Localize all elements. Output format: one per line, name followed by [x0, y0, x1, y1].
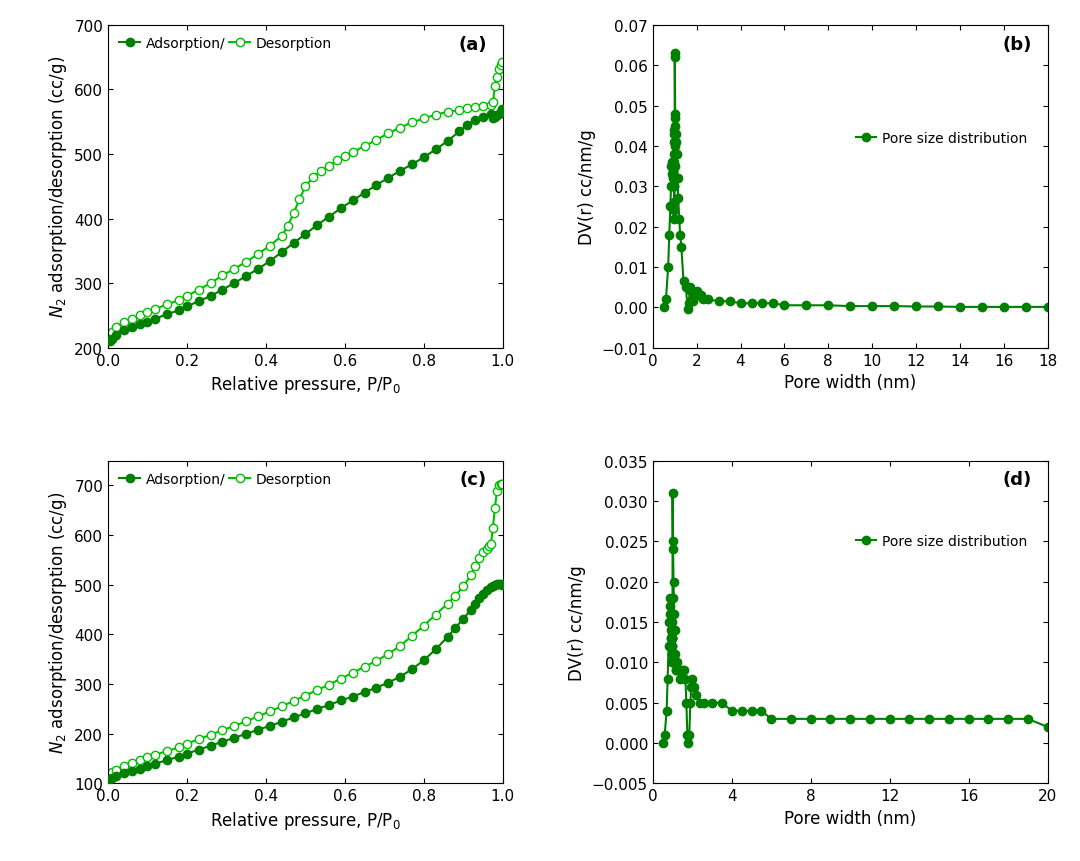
- Legend: Pore size distribution: Pore size distribution: [850, 530, 1032, 554]
- Legend: Adsorption/, Desorption: Adsorption/, Desorption: [114, 468, 336, 490]
- Text: (d): (d): [1002, 471, 1031, 489]
- Text: (a): (a): [459, 35, 487, 53]
- Text: (b): (b): [1002, 35, 1031, 53]
- X-axis label: Relative pressure, P/P$_0$: Relative pressure, P/P$_0$: [211, 808, 401, 831]
- Y-axis label: $N_2$ adsorption/desorption (cc/g): $N_2$ adsorption/desorption (cc/g): [46, 56, 69, 318]
- X-axis label: Pore width (nm): Pore width (nm): [784, 808, 916, 827]
- Legend: Adsorption/, Desorption: Adsorption/, Desorption: [114, 33, 336, 55]
- X-axis label: Relative pressure, P/P$_0$: Relative pressure, P/P$_0$: [211, 374, 401, 395]
- Y-axis label: DV(r) cc/nm/g: DV(r) cc/nm/g: [568, 565, 586, 680]
- Y-axis label: $N_2$ adsorption/desorption (cc/g): $N_2$ adsorption/desorption (cc/g): [46, 492, 69, 753]
- Legend: Pore size distribution: Pore size distribution: [850, 126, 1032, 152]
- X-axis label: Pore width (nm): Pore width (nm): [784, 374, 916, 392]
- Y-axis label: DV(r) cc/nm/g: DV(r) cc/nm/g: [578, 129, 596, 245]
- Text: (c): (c): [460, 471, 487, 489]
